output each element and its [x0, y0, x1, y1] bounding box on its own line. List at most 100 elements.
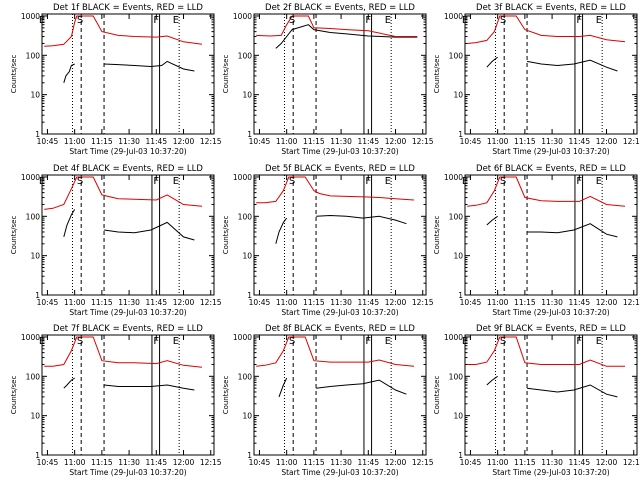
y-tick-label: 1000	[233, 173, 252, 182]
series-events-line	[63, 63, 75, 83]
y-axis-label: Counts/sec	[433, 55, 441, 94]
x-tick-label: 10:45	[460, 298, 482, 307]
x-tick-label: 11:30	[330, 458, 352, 467]
x-tick-label: 11:45	[145, 298, 167, 307]
y-tick-label: 1000	[21, 12, 40, 21]
y-tick-label: 1	[247, 291, 252, 300]
x-axis-label: Start Time (29-Jul-03 10:37:20)	[492, 308, 609, 317]
y-axis-label: Counts/sec	[222, 216, 230, 255]
plot-frame	[464, 13, 638, 135]
y-tick-label: 100	[26, 51, 41, 60]
panel-title: Det 2f BLACK = Events, RED = LLD	[265, 3, 415, 13]
y-tick-label: 1000	[21, 333, 40, 342]
x-tick-label: 11:00	[64, 137, 86, 146]
x-tick-label: 11:30	[118, 137, 140, 146]
x-tick-label: 11:00	[487, 298, 509, 307]
x-tick-label: 10:45	[249, 298, 271, 307]
interval-marker-label: S	[500, 336, 506, 347]
x-axis-label: Start Time (29-Jul-03 10:37:20)	[69, 468, 186, 477]
series-events-line-segment	[104, 384, 195, 391]
x-tick-label: 11:45	[145, 137, 167, 146]
y-tick-label: 10	[242, 252, 252, 261]
y-tick-label: 1	[35, 291, 40, 300]
x-tick-label: 12:00	[173, 298, 195, 307]
y-tick-label: 100	[449, 372, 464, 381]
interval-marker-label: E	[462, 15, 468, 26]
panel-det-3: Det 3f BLACK = Events, RED = LLD 1 10 100 10…	[433, 3, 640, 156]
y-tick-label: 1	[35, 451, 40, 460]
y-axis-label: Counts/sec	[222, 376, 230, 415]
interval-marker-label: F	[576, 176, 582, 187]
x-tick-label: 11:30	[330, 137, 352, 146]
interval-marker-label: F	[153, 336, 159, 347]
series-events-line	[486, 56, 499, 68]
interval-marker-label: E	[596, 176, 602, 187]
series-lld-line	[44, 15, 203, 47]
y-tick-label: 10	[242, 91, 252, 100]
x-tick-label: 11:00	[487, 137, 509, 146]
series-lld-line	[467, 176, 626, 207]
x-tick-label: 12:15	[412, 137, 434, 146]
y-axis-label: Counts/sec	[10, 376, 18, 415]
panel-det-9: Det 9f BLACK = Events, RED = LLD 1 10 100 10…	[433, 324, 640, 477]
panel-title: Det 3f BLACK = Events, RED = LLD	[476, 3, 626, 13]
series-lld-line	[44, 176, 203, 210]
x-axis-label: Start Time (29-Jul-03 10:37:20)	[281, 468, 398, 477]
interval-marker-label: S	[500, 15, 506, 26]
x-tick-label: 12:15	[623, 458, 640, 467]
x-tick-label: 12:00	[596, 298, 618, 307]
interval-marker-label: E	[462, 176, 468, 187]
interval-marker-label: F	[153, 176, 159, 187]
x-tick-label: 11:00	[64, 458, 86, 467]
x-axis-label: Start Time (29-Jul-03 10:37:20)	[492, 468, 609, 477]
interval-marker-label: E	[462, 336, 468, 347]
x-tick-label: 10:45	[37, 298, 59, 307]
panel-title: Det 9f BLACK = Events, RED = LLD	[476, 324, 626, 334]
x-tick-label: 12:15	[412, 298, 434, 307]
interval-marker-label: E	[385, 336, 391, 347]
x-tick-label: 12:15	[623, 137, 640, 146]
y-tick-label: 10	[242, 412, 252, 421]
y-axis-label: Counts/sec	[10, 216, 18, 255]
interval-marker-label: E	[596, 15, 602, 26]
interval-marker-label: S	[289, 336, 295, 347]
x-tick-label: 12:00	[173, 137, 195, 146]
interval-marker-label: S	[77, 15, 83, 26]
series-events-line	[486, 375, 498, 386]
x-tick-label: 12:15	[412, 458, 434, 467]
y-tick-label: 1000	[444, 12, 463, 21]
x-tick-label: 11:30	[541, 137, 563, 146]
panel-det-1: Det 1f BLACK = Events, RED = LLD 1 10 100 10…	[10, 3, 222, 156]
y-tick-label: 1000	[444, 173, 463, 182]
interval-marker-label: E	[39, 15, 45, 26]
series-events-line-segment	[316, 214, 407, 225]
x-tick-label: 10:45	[249, 458, 271, 467]
x-tick-label: 11:15	[514, 298, 536, 307]
x-tick-label: 10:45	[249, 137, 271, 146]
interval-marker-label: E	[39, 336, 45, 347]
interval-marker-label: S	[289, 176, 295, 187]
series-events-line-segment	[104, 60, 195, 72]
x-tick-label: 11:00	[487, 458, 509, 467]
x-axis-label: Start Time (29-Jul-03 10:37:20)	[69, 308, 186, 317]
series-events-line	[63, 209, 76, 238]
panel-title: Det 6f BLACK = Events, RED = LLD	[476, 164, 626, 174]
y-tick-label: 100	[449, 212, 464, 221]
interval-marker-label: E	[39, 176, 45, 187]
y-tick-label: 1	[247, 451, 252, 460]
interval-marker-label: E	[385, 15, 391, 26]
series-events-line	[486, 215, 498, 226]
x-tick-label: 11:00	[64, 298, 86, 307]
y-tick-label: 1	[35, 130, 40, 139]
interval-marker-label: E	[596, 336, 602, 347]
panel-title: Det 8f BLACK = Events, RED = LLD	[265, 324, 415, 334]
plot-frame	[464, 334, 638, 456]
interval-marker-label: S	[77, 176, 83, 187]
series-events-line	[278, 377, 288, 398]
x-tick-label: 11:00	[276, 458, 298, 467]
x-tick-label: 12:00	[596, 458, 618, 467]
plot-frame	[253, 13, 427, 135]
y-tick-label: 100	[238, 212, 253, 221]
